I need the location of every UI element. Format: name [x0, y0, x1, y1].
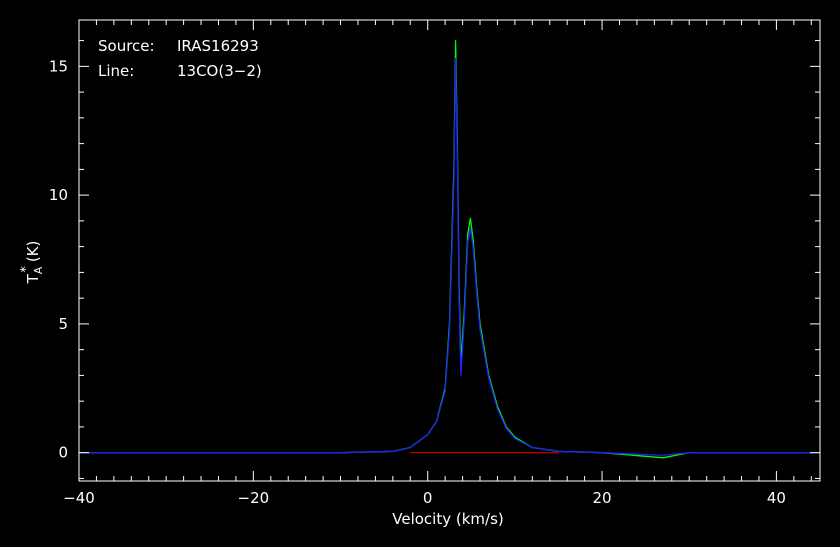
x-tick-label: 0: [423, 489, 433, 507]
y-axis-title-text: TA* (K): [19, 241, 45, 285]
x-tick-label: 20: [593, 489, 612, 507]
tick-labels-layer: −40 −20 0 20 40 0 5 10 15: [49, 57, 786, 507]
ticks-layer: [78, 20, 820, 481]
plot-frame: [78, 19, 821, 482]
y-axis-title-sup: *: [19, 266, 34, 273]
y-tick-label: 5: [58, 315, 68, 333]
x-tick-label: −20: [238, 489, 270, 507]
source-label: Source:: [98, 37, 155, 55]
y-axis-title-main: T: [24, 273, 42, 284]
y-tick-label: 0: [58, 444, 68, 462]
x-axis-title: Velocity (km/s): [392, 510, 503, 528]
x-tick-label: 40: [767, 489, 786, 507]
series-layer: [79, 39, 820, 459]
y-axis-title-unit: (K): [24, 241, 42, 263]
y-axis-title-sub: A: [32, 266, 45, 274]
line-value: 13CO(3−2): [177, 62, 262, 80]
line-label: Line:: [98, 62, 134, 80]
y-tick-label: 10: [49, 186, 68, 204]
source-value: IRAS16293: [177, 37, 259, 55]
y-tick-label: 15: [49, 57, 68, 75]
x-tick-label: −40: [63, 489, 95, 507]
series-line-blue: [79, 57, 820, 456]
y-axis-title: TA* (K): [19, 241, 45, 285]
